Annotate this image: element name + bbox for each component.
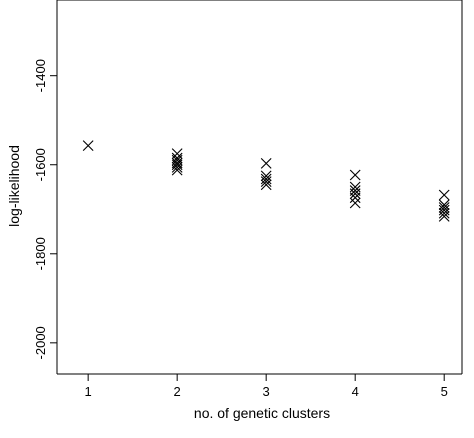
- y-tick-label: -1600: [33, 148, 48, 181]
- y-tick-label: -1400: [33, 59, 48, 92]
- data-point-x-marker: [438, 210, 450, 222]
- x-tick-label: 5: [441, 384, 448, 399]
- data-point-x-marker: [260, 173, 272, 185]
- data-point-x-marker: [438, 189, 450, 201]
- data-point-x-marker: [438, 207, 450, 219]
- data-point-x-marker: [438, 202, 450, 213]
- y-axis-title: log-likelihood: [6, 145, 22, 227]
- data-point-x-marker: [349, 169, 361, 181]
- data-point-x-marker: [438, 199, 450, 211]
- y-axis: -1400 -1600 -1800 -2000: [33, 59, 58, 359]
- data-point-x-marker: [171, 164, 183, 176]
- x-tick-label: 4: [352, 384, 359, 399]
- y-tick-label: -1800: [33, 237, 48, 270]
- data-point-x-marker: [260, 176, 272, 188]
- x-tick-label: 2: [174, 384, 181, 399]
- data-point-x-marker: [260, 179, 272, 191]
- y-tick-label: -2000: [33, 326, 48, 359]
- data-point-x-marker: [349, 192, 361, 204]
- plot-frame: [56, 0, 463, 375]
- data-point-x-marker: [171, 159, 183, 171]
- data-point-x-marker: [260, 158, 272, 169]
- x-axis-title: no. of genetic clusters: [194, 405, 330, 421]
- data-points: [82, 140, 450, 222]
- data-point-x-marker: [260, 170, 272, 182]
- x-tick-label: 3: [263, 384, 270, 399]
- data-point-x-marker: [349, 188, 361, 200]
- data-point-x-marker: [171, 162, 183, 173]
- x-axis: 1 2 3 4 5: [85, 373, 448, 399]
- data-point-x-marker: [349, 197, 361, 209]
- data-point-x-marker: [82, 140, 94, 151]
- x-tick-label: 1: [85, 384, 92, 399]
